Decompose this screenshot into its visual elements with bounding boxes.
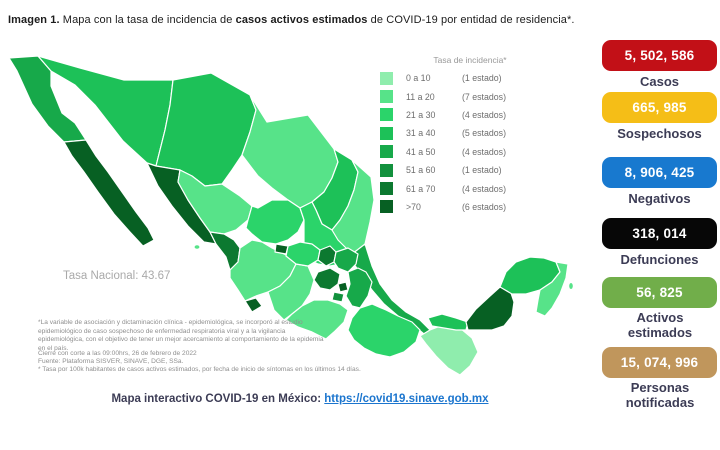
mexico-map [8,55,573,376]
stat-box-casos: 5, 502, 586 [602,40,717,71]
page-title: Imagen 1. Mapa con la tasa de incidencia… [8,14,575,26]
hills-sketch-icon [13,363,65,375]
legend-range: >70 [406,201,421,212]
legend-count: (7 estados) [462,91,507,102]
stat-value-negativos: 8, 906, 425 [624,165,695,180]
stat-label-casos: Casos [639,74,680,89]
state-michoacan [267,263,315,321]
legend-count: (1 estado) [462,165,502,176]
legend-item: 61 a 70 (4 estados) [377,179,592,197]
stat-value-notificadas: 15, 074, 996 [620,355,699,370]
legend-range: 21 a 30 [406,109,436,120]
state-tabasco [427,313,469,331]
legend-count: (4 estados) [462,183,507,194]
legend-count: (6 estados) [462,201,507,212]
stat-value-activos: 56, 825 [636,285,683,300]
stat-box-defunciones: 318, 014 [602,218,717,249]
stat-box-notificadas: 15, 074, 996 [602,347,717,378]
stat-value-casos: 5, 502, 586 [624,48,695,63]
legend-swatch [380,108,393,122]
stat-label-defunciones: Defunciones [620,252,699,267]
state-campeche [465,286,515,331]
state-quintana-roo [535,261,569,317]
legend-swatch [380,71,393,85]
cozumel-island [569,283,573,289]
legend-count: (4 estados) [462,109,507,120]
legend-item: 51 a 60 (1 estado) [377,161,592,179]
legend-swatch [380,126,393,140]
state-mexico [313,267,341,291]
state-colima [244,297,263,313]
legend-range: 31 a 40 [406,128,436,139]
stat-box-negativos: 8, 906, 425 [602,157,717,188]
legend-swatch [380,182,393,196]
stat-value-defunciones: 318, 014 [632,226,687,241]
state-coahuila [241,94,339,209]
legend-title: Tasa de incidencia* [433,55,507,65]
footnote-cutoff: Cierre con corte a las 09:00hrs, 26 de f… [38,350,197,357]
legend-count: (1 estado) [462,73,502,84]
footnote-tasa: * Tasa por 100k habitantes de casos acti… [38,366,361,374]
legend-count: (5 estados) [462,128,507,139]
legend-range: 61 a 70 [406,183,436,194]
stat-box-activos: 56, 825 [602,277,717,308]
state-baja-california-sur [63,139,155,247]
state-durango [177,169,253,235]
legend-swatch [380,200,393,214]
state-oaxaca [347,303,421,358]
state-guerrero [285,299,349,340]
state-hidalgo [333,247,359,273]
legend-swatch [380,90,393,104]
legend-item: 31 a 40 (5 estados) [377,124,592,142]
incidence-legend: Tasa de incidencia* 0 a 10 (1 estado) 11… [377,55,592,216]
state-aguascalientes [274,243,289,255]
title-prefix: Imagen 1. [8,14,60,26]
legend-item: 41 a 50 (4 estados) [377,143,592,161]
legend-item: 0 a 10 (1 estado) [377,69,592,87]
stat-label-activos: Activos estimados [627,310,693,340]
state-cdmx [337,281,349,293]
footnote-source: Cierre con corte a las 09:00hrs, 26 de f… [38,350,361,375]
legend-item: 11 a 20 (7 estados) [377,87,592,105]
legend-range: 51 a 60 [406,165,436,176]
title-highlight: casos activos estimados [235,14,368,26]
title-text-1: Mapa con la tasa de incidencia de [59,14,236,26]
state-chiapas [419,323,479,376]
legend-count: (4 estados) [462,146,507,157]
state-zacatecas [245,199,305,245]
state-morelos [331,291,345,303]
stat-box-sospechosos: 665, 985 [602,92,717,123]
national-rate-label: Tasa Nacional: 43.67 [63,270,171,282]
legend-swatch [380,145,393,159]
footnote-paragraph: *La variable de asociación y dictaminaci… [38,319,324,352]
legend-range: 41 a 50 [406,146,436,157]
title-text-2: de COVID-19 por entidad de residencia*. [367,14,575,26]
legend-item: 21 a 30 (4 estados) [377,106,592,124]
stat-label-notificadas: Personas notificadas [625,380,695,410]
map-link-label: Mapa interactivo COVID-19 en México: [111,393,325,405]
legend-range: 0 a 10 [406,73,431,84]
legend-swatch [380,163,393,177]
legend-item: >70 (6 estados) [377,198,592,216]
islas-marias [194,245,200,249]
covid-map-link[interactable]: https://covid19.sinave.gob.mx [324,393,489,405]
stat-label-sospechosos: Sospechosos [617,126,702,141]
stat-value-sospechosos: 665, 985 [632,100,687,115]
map-link-line: Mapa interactivo COVID-19 en México: htt… [0,393,600,405]
stat-label-negativos: Negativos [628,191,691,206]
footnote-fuente: Fuente: Plataforma SISVER, SINAVE, DGE, … [38,358,184,366]
legend-range: 11 a 20 [406,91,435,102]
